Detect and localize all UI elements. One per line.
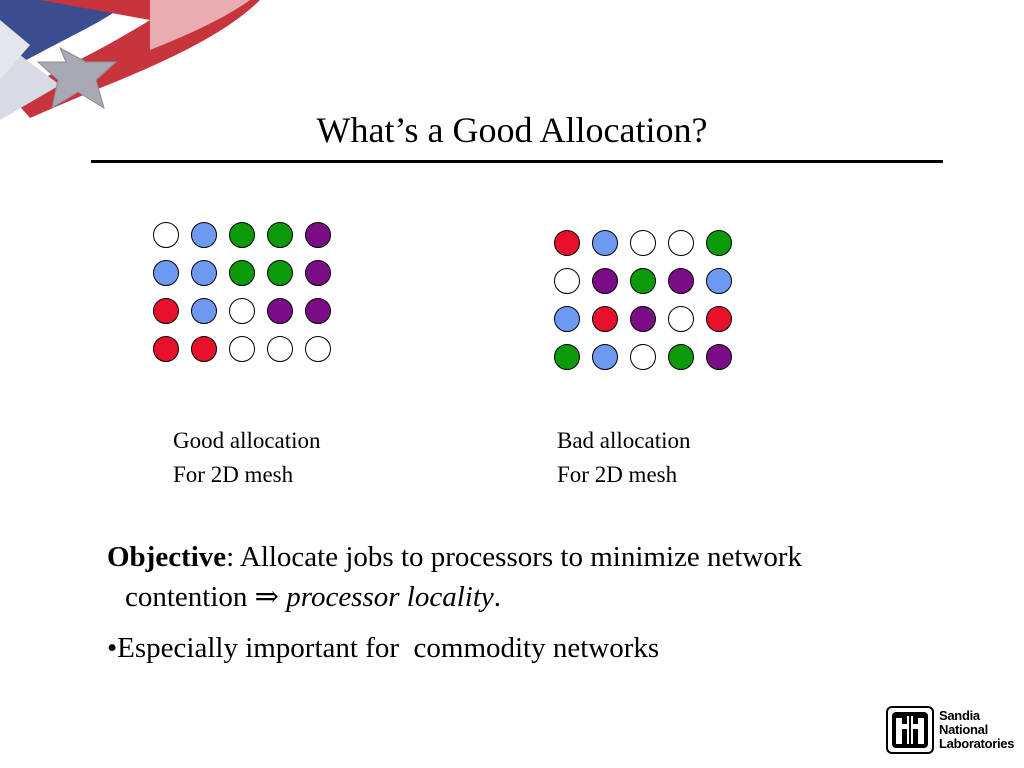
- bad-mesh-node-red: [554, 230, 580, 256]
- logo-line3: Laboratories: [939, 736, 1015, 751]
- bad-mesh-node-purple: [630, 306, 656, 332]
- good-mesh-row-1: [153, 222, 331, 248]
- logo-line2: National: [939, 722, 988, 737]
- good-mesh-node-blue: [153, 260, 179, 286]
- bad-mesh-node-purple: [668, 268, 694, 294]
- good-mesh-node-blue: [191, 298, 217, 324]
- bad-mesh-node-blue: [554, 306, 580, 332]
- bad-mesh-row-3: [554, 306, 732, 332]
- bullet-text: Especially important for commodity netwo…: [117, 632, 660, 664]
- bad-mesh-node-red: [592, 306, 618, 332]
- good-mesh-node-green: [267, 260, 293, 286]
- good-mesh-node-white: [267, 336, 293, 362]
- sandia-logo: Sandia National Laboratories: [886, 706, 1014, 754]
- bad-mesh-node-white: [630, 230, 656, 256]
- objective-label: Objective: [107, 541, 227, 573]
- good-mesh-node-purple: [305, 222, 331, 248]
- objective-period: .: [493, 581, 502, 613]
- good-mesh-node-red: [191, 336, 217, 362]
- bad-mesh-node-blue: [706, 268, 732, 294]
- bad-mesh-node-green: [554, 344, 580, 370]
- good-mesh-node-red: [153, 298, 179, 324]
- good-mesh-node-purple: [305, 298, 331, 324]
- good-mesh-node-green: [267, 222, 293, 248]
- good-mesh-row-3: [153, 298, 331, 324]
- bad-mesh-row-2: [554, 268, 732, 294]
- bad-mesh-node-green: [630, 268, 656, 294]
- good-mesh-node-green: [229, 222, 255, 248]
- bad-mesh-node-blue: [592, 230, 618, 256]
- implies-arrow: ⇒: [254, 581, 279, 613]
- title-underline: [91, 160, 943, 163]
- good-mesh-node-red: [153, 336, 179, 362]
- bad-mesh-node-white: [668, 306, 694, 332]
- logo-line1: Sandia: [939, 708, 980, 723]
- good-mesh-node-white: [229, 336, 255, 362]
- good-allocation-caption: Good allocation For 2D mesh: [173, 424, 321, 492]
- bad-allocation-mesh: [554, 230, 732, 382]
- good-mesh-node-white: [229, 298, 255, 324]
- good-mesh-node-purple: [305, 260, 331, 286]
- good-mesh-row-4: [153, 336, 331, 362]
- sandia-logo-text: Sandia National Laboratories: [939, 709, 1014, 751]
- good-mesh-row-2: [153, 260, 331, 286]
- bad-caption-line1: Bad allocation: [557, 428, 691, 453]
- bad-mesh-node-white: [554, 268, 580, 294]
- bad-caption-line2: For 2D mesh: [557, 462, 678, 487]
- slide-title: What’s a Good Allocation?: [316, 110, 708, 150]
- bullet-item: •Especially important for commodity netw…: [107, 628, 659, 668]
- bad-mesh-node-blue: [592, 344, 618, 370]
- bad-mesh-node-purple: [706, 344, 732, 370]
- good-allocation-mesh: [153, 222, 331, 374]
- bad-mesh-node-purple: [592, 268, 618, 294]
- good-mesh-node-blue: [191, 222, 217, 248]
- bad-mesh-row-1: [554, 230, 732, 256]
- good-mesh-node-purple: [267, 298, 293, 324]
- bad-mesh-node-red: [706, 306, 732, 332]
- objective-continuation: contention: [125, 581, 248, 613]
- bad-mesh-row-4: [554, 344, 732, 370]
- objective-text: : Allocate jobs to processors to minimiz…: [226, 541, 803, 573]
- bullet-marker: •: [107, 632, 118, 664]
- sandia-thunderbird-icon: [886, 706, 934, 754]
- bad-mesh-node-white: [630, 344, 656, 370]
- good-caption-line2: For 2D mesh: [173, 462, 294, 487]
- bad-mesh-node-white: [668, 230, 694, 256]
- good-mesh-node-white: [153, 222, 179, 248]
- bad-mesh-node-green: [668, 344, 694, 370]
- good-caption-line1: Good allocation: [173, 428, 321, 453]
- good-mesh-node-blue: [191, 260, 217, 286]
- bad-mesh-node-green: [706, 230, 732, 256]
- good-mesh-node-green: [229, 260, 255, 286]
- good-mesh-node-white: [305, 336, 331, 362]
- corner-star-decoration: [0, 0, 260, 120]
- processor-locality: processor locality: [286, 581, 494, 613]
- objective-paragraph: Objective: Allocate jobs to processors t…: [107, 537, 967, 617]
- bad-allocation-caption: Bad allocation For 2D mesh: [557, 424, 691, 492]
